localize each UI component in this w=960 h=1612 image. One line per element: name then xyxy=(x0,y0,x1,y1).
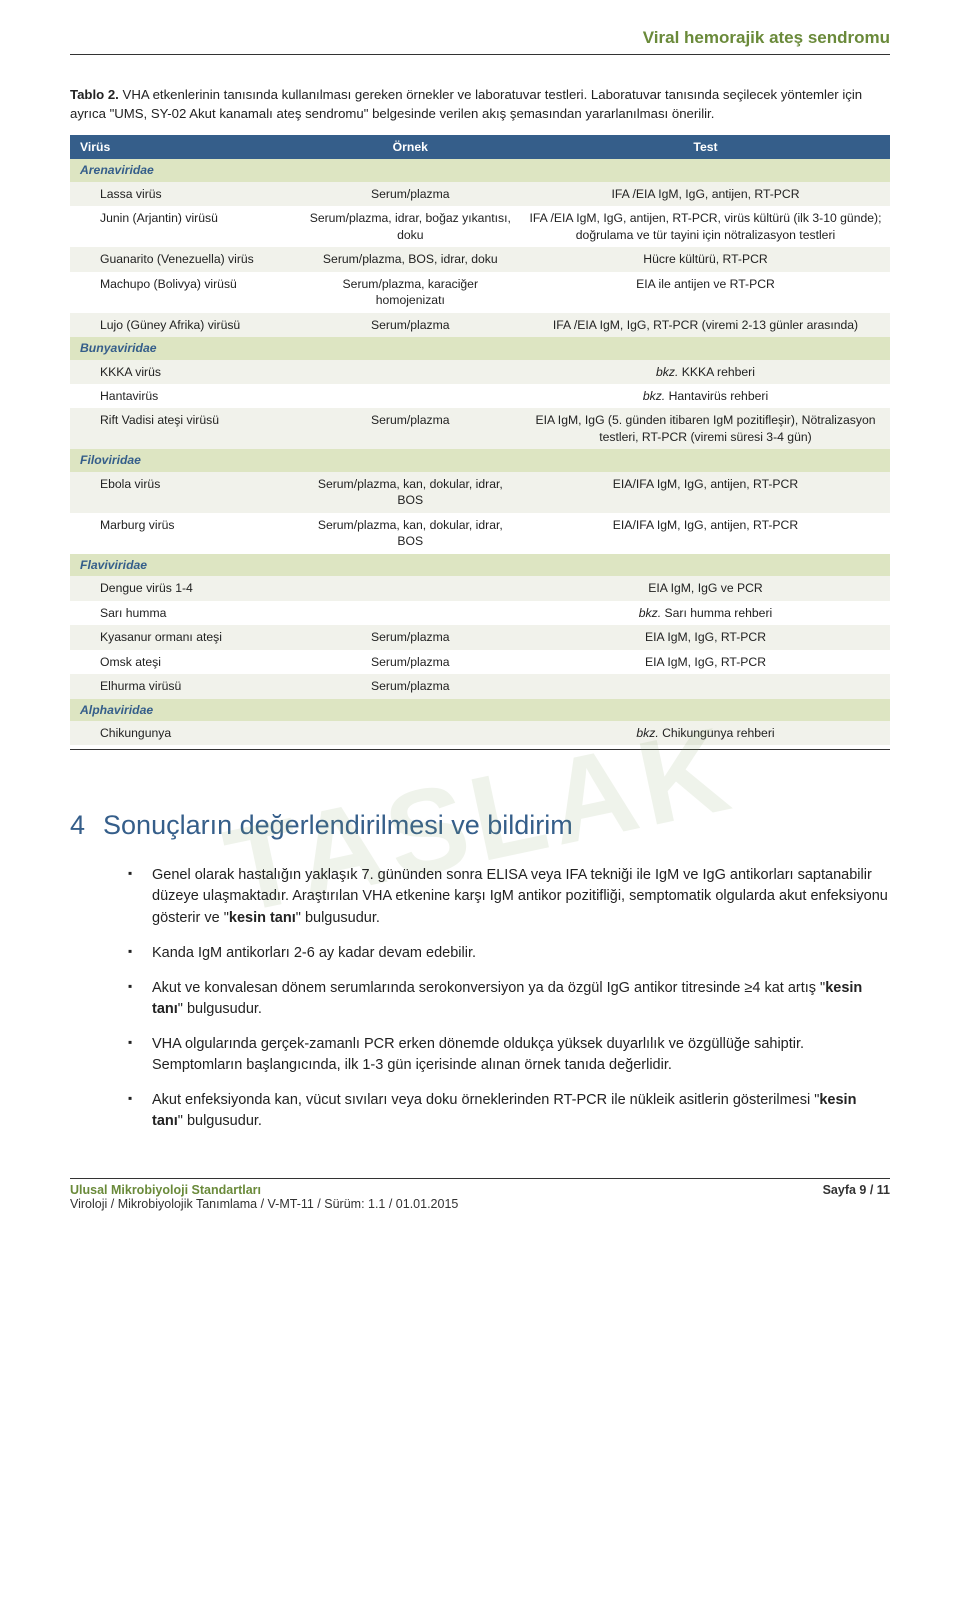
table-row: Junin (Arjantin) virüsüSerum/plazma, idr… xyxy=(70,206,890,247)
cell-virus: Machupo (Bolivya) virüsü xyxy=(70,272,300,313)
th-test: Test xyxy=(521,135,890,159)
table-row: Lujo (Güney Afrika) virüsüSerum/plazmaIF… xyxy=(70,313,890,337)
table-family-row: Alphaviridae xyxy=(70,699,890,721)
table-row: Omsk ateşiSerum/plazmaEIA IgM, IgG, RT-P… xyxy=(70,650,890,674)
bullet-item: Kanda IgM antikorları 2-6 ay kadar devam… xyxy=(134,943,890,964)
th-sample: Örnek xyxy=(300,135,521,159)
footer-right: Sayfa 9 / 11 xyxy=(823,1183,890,1211)
footer-left: Ulusal Mikrobiyoloji Standartları Virolo… xyxy=(70,1183,458,1211)
cell-sample xyxy=(300,384,521,408)
cell-virus: Junin (Arjantin) virüsü xyxy=(70,206,300,247)
cell-virus: Dengue virüs 1-4 xyxy=(70,576,300,600)
main-table: Virüs Örnek Test ArenaviridaeLassa virüs… xyxy=(70,135,890,745)
table-caption: Tablo 2. VHA etkenlerinin tanısında kull… xyxy=(70,85,890,123)
cell-test: IFA /EIA IgM, IgG, RT-PCR (viremi 2-13 g… xyxy=(521,313,890,337)
caption-bold: Tablo 2. xyxy=(70,87,119,102)
cell-virus: Lujo (Güney Afrika) virüsü xyxy=(70,313,300,337)
table-row: Lassa virüsSerum/plazmaIFA /EIA IgM, IgG… xyxy=(70,182,890,206)
cell-test: bkz. Sarı humma rehberi xyxy=(521,601,890,625)
page-header-title: Viral hemorajik ateş sendromu xyxy=(70,28,890,48)
table-row: Dengue virüs 1-4 EIA IgM, IgG ve PCR xyxy=(70,576,890,600)
cell-sample: Serum/plazma, BOS, idrar, doku xyxy=(300,247,521,271)
bullet-item: Genel olarak hastalığın yaklaşık 7. günü… xyxy=(134,865,890,928)
cell-virus: Omsk ateşi xyxy=(70,650,300,674)
header-rule xyxy=(70,54,890,55)
cell-virus: Ebola virüs xyxy=(70,472,300,513)
cell-virus: Sarı humma xyxy=(70,601,300,625)
table-row: Hantavirüs bkz. Hantavirüs rehberi xyxy=(70,384,890,408)
table-row: Guanarito (Venezuella) virüsSerum/plazma… xyxy=(70,247,890,271)
caption-text: VHA etkenlerinin tanısında kullanılması … xyxy=(70,87,862,121)
cell-test: EIA IgM, IgG, RT-PCR xyxy=(521,625,890,649)
table-row: Rift Vadisi ateşi virüsüSerum/plazmaEIA … xyxy=(70,408,890,449)
cell-test: bkz. KKKA rehberi xyxy=(521,360,890,384)
footer-left-title: Ulusal Mikrobiyoloji Standartları xyxy=(70,1183,261,1197)
table-row: Kyasanur ormanı ateşiSerum/plazmaEIA IgM… xyxy=(70,625,890,649)
cell-test: EIA ile antijen ve RT-PCR xyxy=(521,272,890,313)
section-title: Sonuçların değerlendirilmesi ve bildirim xyxy=(103,810,573,841)
cell-sample: Serum/plazma, kan, dokular, idrar, BOS xyxy=(300,513,521,554)
cell-test: EIA IgM, IgG, RT-PCR xyxy=(521,650,890,674)
section-heading: 4 Sonuçların değerlendirilmesi ve bildir… xyxy=(70,810,890,841)
table-row: Sarı humma bkz. Sarı humma rehberi xyxy=(70,601,890,625)
cell-test: EIA IgM, IgG ve PCR xyxy=(521,576,890,600)
cell-sample: Serum/plazma xyxy=(300,408,521,449)
footer-left-sub: Viroloji / Mikrobiyolojik Tanımlama / V-… xyxy=(70,1197,458,1211)
cell-sample: Serum/plazma, karaciğer homojenizatı xyxy=(300,272,521,313)
table-row: Ebola virüsSerum/plazma, kan, dokular, i… xyxy=(70,472,890,513)
th-virus: Virüs xyxy=(70,135,300,159)
cell-virus: Rift Vadisi ateşi virüsü xyxy=(70,408,300,449)
bullet-item: Akut ve konvalesan dönem serumlarında se… xyxy=(134,978,890,1020)
cell-virus: KKKA virüs xyxy=(70,360,300,384)
cell-sample: Serum/plazma xyxy=(300,182,521,206)
bullet-item: Akut enfeksiyonda kan, vücut sıvıları ve… xyxy=(134,1090,890,1132)
table-bottom-rule xyxy=(70,749,890,750)
table-row: Marburg virüsSerum/plazma, kan, dokular,… xyxy=(70,513,890,554)
bullet-list: Genel olarak hastalığın yaklaşık 7. günü… xyxy=(70,865,890,1131)
table-row: KKKA virüs bkz. KKKA rehberi xyxy=(70,360,890,384)
table-family-row: Bunyaviridae xyxy=(70,337,890,359)
cell-virus: Elhurma virüsü xyxy=(70,674,300,698)
cell-virus: Hantavirüs xyxy=(70,384,300,408)
section-number: 4 xyxy=(70,810,85,841)
cell-test xyxy=(521,674,890,698)
cell-sample xyxy=(300,721,521,745)
table-family-row: Filoviridae xyxy=(70,449,890,471)
cell-test: bkz. Hantavirüs rehberi xyxy=(521,384,890,408)
cell-test: bkz. Chikungunya rehberi xyxy=(521,721,890,745)
cell-test: IFA /EIA IgM, IgG, antijen, RT-PCR, virü… xyxy=(521,206,890,247)
cell-virus: Guanarito (Venezuella) virüs xyxy=(70,247,300,271)
cell-sample: Serum/plazma xyxy=(300,313,521,337)
family-label: Alphaviridae xyxy=(70,699,890,721)
cell-test: EIA/IFA IgM, IgG, antijen, RT-PCR xyxy=(521,472,890,513)
cell-sample: Serum/plazma, idrar, boğaz yıkantısı, do… xyxy=(300,206,521,247)
cell-test: Hücre kültürü, RT-PCR xyxy=(521,247,890,271)
cell-sample xyxy=(300,360,521,384)
family-label: Bunyaviridae xyxy=(70,337,890,359)
table-family-row: Flaviviridae xyxy=(70,554,890,576)
cell-sample xyxy=(300,576,521,600)
cell-virus: Lassa virüs xyxy=(70,182,300,206)
table-row: Machupo (Bolivya) virüsüSerum/plazma, ka… xyxy=(70,272,890,313)
cell-test: IFA /EIA IgM, IgG, antijen, RT-PCR xyxy=(521,182,890,206)
family-label: Flaviviridae xyxy=(70,554,890,576)
cell-virus: Chikungunya xyxy=(70,721,300,745)
table-row: Chikungunya bkz. Chikungunya rehberi xyxy=(70,721,890,745)
cell-sample: Serum/plazma xyxy=(300,625,521,649)
bullet-item: VHA olgularında gerçek-zamanlı PCR erken… xyxy=(134,1034,890,1076)
cell-test: EIA/IFA IgM, IgG, antijen, RT-PCR xyxy=(521,513,890,554)
table-head-row: Virüs Örnek Test xyxy=(70,135,890,159)
table-family-row: Arenaviridae xyxy=(70,159,890,181)
cell-test: EIA IgM, IgG (5. günden itibaren IgM poz… xyxy=(521,408,890,449)
cell-virus: Marburg virüs xyxy=(70,513,300,554)
cell-sample: Serum/plazma xyxy=(300,674,521,698)
family-label: Arenaviridae xyxy=(70,159,890,181)
cell-virus: Kyasanur ormanı ateşi xyxy=(70,625,300,649)
cell-sample: Serum/plazma, kan, dokular, idrar, BOS xyxy=(300,472,521,513)
cell-sample xyxy=(300,601,521,625)
cell-sample: Serum/plazma xyxy=(300,650,521,674)
table-row: Elhurma virüsüSerum/plazma xyxy=(70,674,890,698)
page-footer: Ulusal Mikrobiyoloji Standartları Virolo… xyxy=(70,1178,890,1211)
family-label: Filoviridae xyxy=(70,449,890,471)
